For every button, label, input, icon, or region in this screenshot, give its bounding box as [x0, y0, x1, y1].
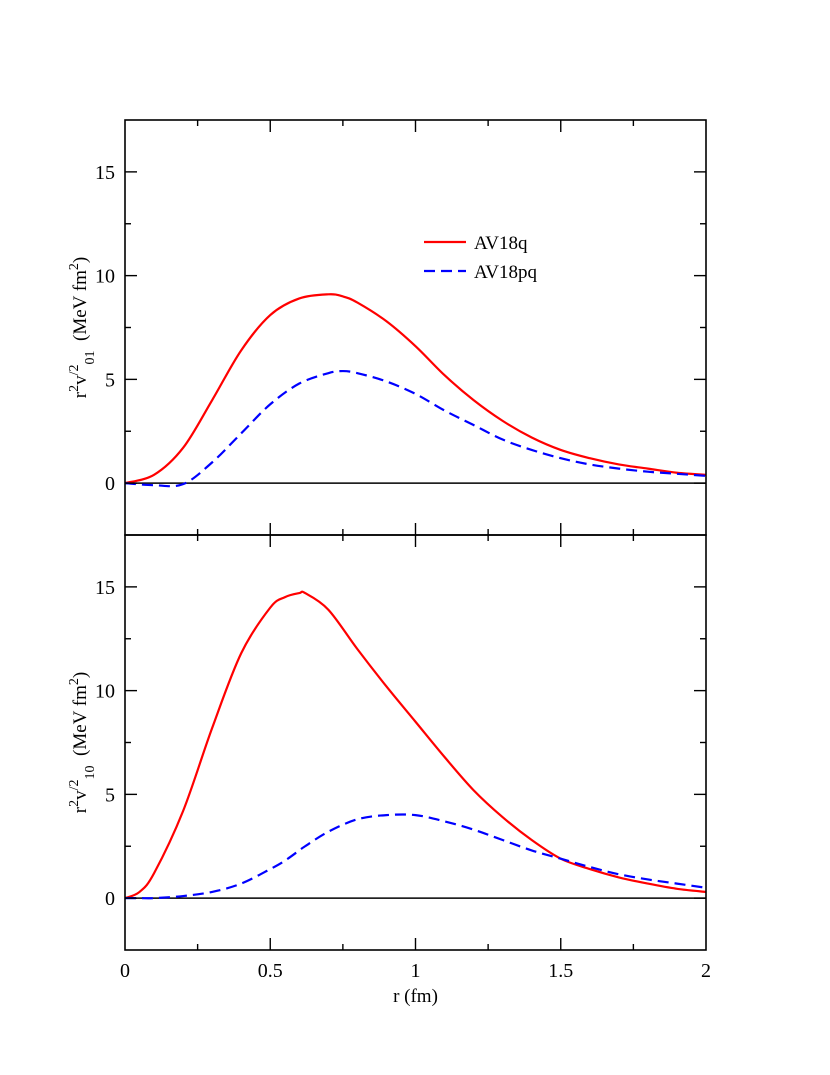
y-axis-label-part: ): [70, 257, 91, 263]
plot-frame: [124, 534, 707, 951]
legend: AV18q AV18pq: [424, 233, 537, 283]
series-line-av18pq: [124, 369, 707, 488]
x-tick-label: 2: [701, 960, 711, 982]
y-tick-label: 15: [95, 162, 115, 184]
series-line-av18q: [124, 293, 707, 485]
y-tick-label: 10: [95, 266, 115, 288]
y-axis-label-part: /2: [67, 780, 82, 791]
x-tick-label: 1.5: [548, 960, 573, 982]
y-tick-label: 0: [105, 473, 115, 495]
y-tick-label: 15: [95, 577, 115, 599]
x-tick-label: 1: [411, 960, 421, 982]
y-axis-label-part: r: [70, 806, 91, 813]
x-axis-label: r (fm): [393, 986, 438, 1007]
y-axis-label-part: r: [70, 391, 91, 398]
y-axis-label-part: ): [70, 672, 91, 678]
y-axis-label: r2v/201 (MeV fm2): [67, 257, 98, 398]
legend-label-av18pq: AV18pq: [474, 262, 537, 283]
y-tick-label: 5: [105, 784, 115, 806]
legend-label-av18q: AV18q: [474, 233, 528, 254]
y-axis-label-part: v: [70, 790, 91, 800]
y-axis-label-part: 2: [67, 263, 82, 270]
y-axis-label-part: v: [70, 375, 91, 385]
plot-frame: [124, 119, 707, 536]
y-axis-label-part: 2: [67, 678, 82, 685]
x-tick-label: 0.5: [258, 960, 283, 982]
y-tick-label: 0: [105, 888, 115, 910]
x-tick-label: 0: [120, 960, 130, 982]
y-axis-label-part: 01: [83, 351, 98, 365]
y-axis-label-part: 2: [67, 385, 82, 392]
y-axis-label-part: 10: [83, 766, 98, 780]
y-axis-label-part: (MeV fm: [70, 270, 91, 351]
y-tick-label: 5: [105, 369, 115, 391]
y-axis-label-part: 2: [67, 800, 82, 807]
y-axis-label: r2v/210 (MeV fm2): [67, 672, 98, 813]
y-tick-label: 10: [95, 681, 115, 703]
y-axis-label-part: /2: [67, 365, 82, 376]
y-axis-label-part: (MeV fm: [70, 685, 91, 766]
series-line-av18q: [124, 590, 707, 900]
series-line-av18pq: [125, 813, 707, 900]
